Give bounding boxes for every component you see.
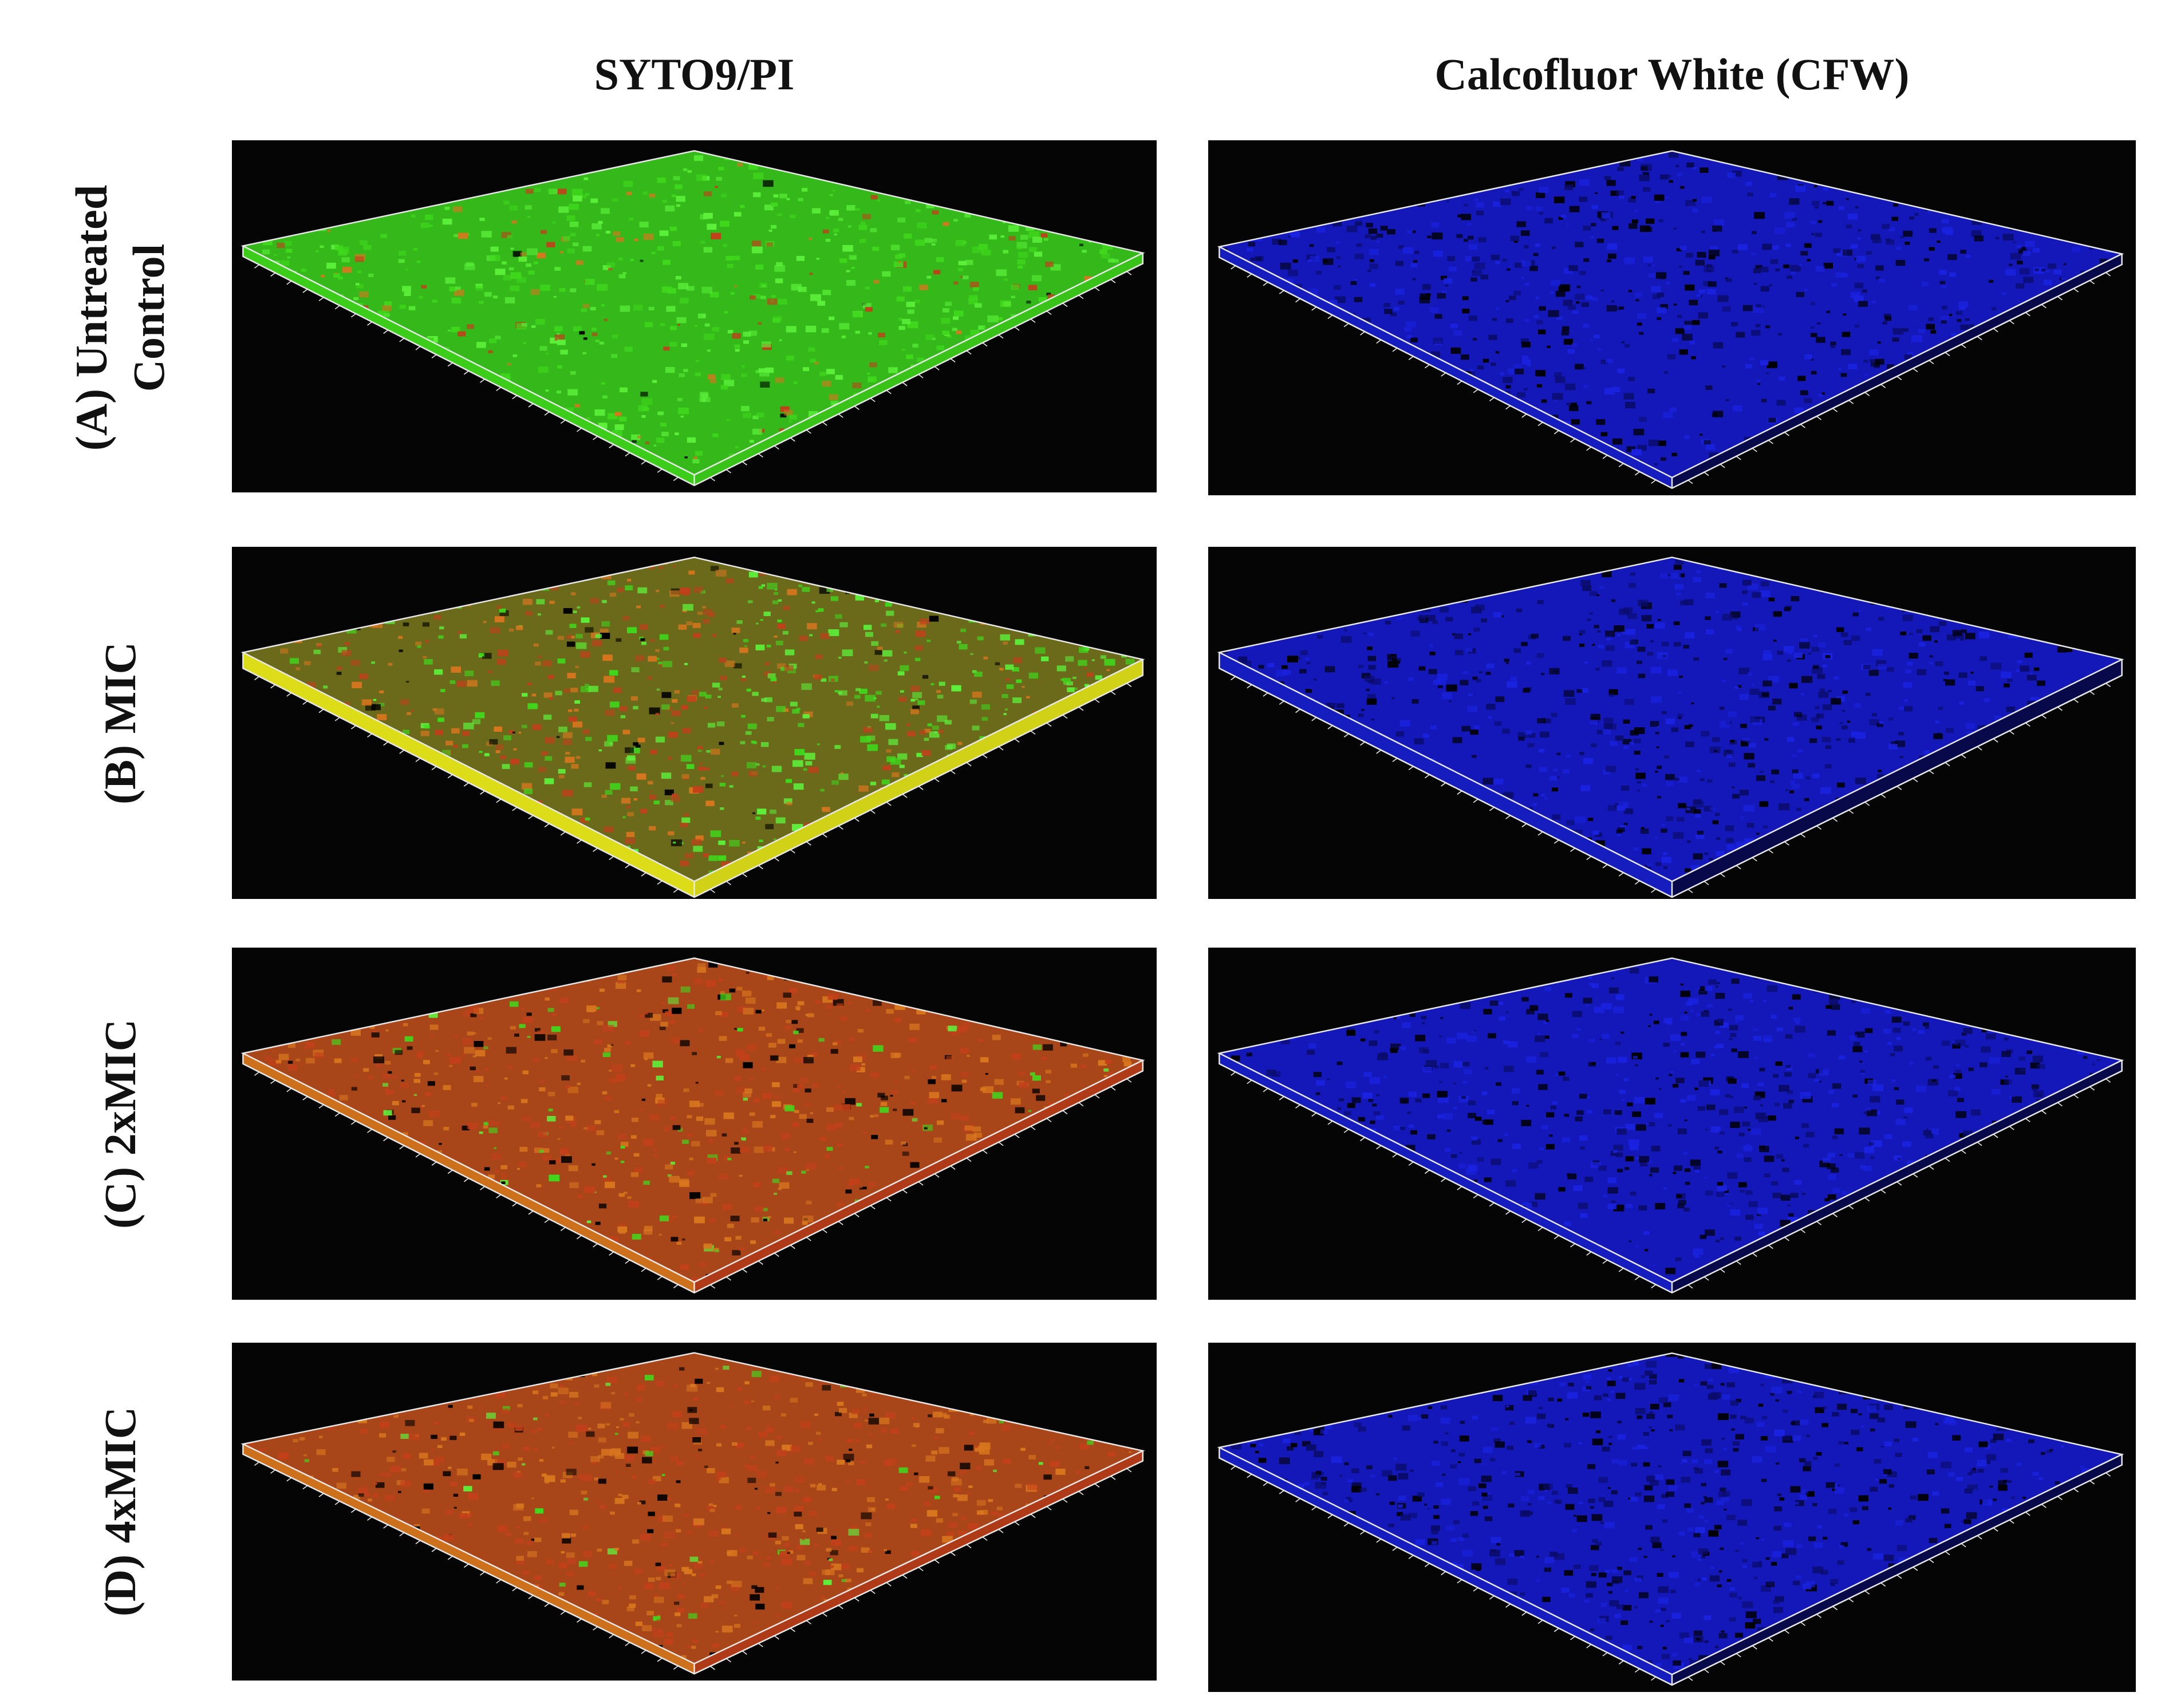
- panel-b-cfw: [1208, 547, 2136, 899]
- row-label-a: (A) Untreated Control: [46, 140, 195, 495]
- biofilm-slab: [240, 557, 1145, 898]
- biofilm-render-b-cfw: [1217, 557, 2124, 898]
- row-label-c-line1: (C) 2xMIC: [95, 1019, 145, 1229]
- biofilm-render-c-syto9: [240, 957, 1145, 1294]
- panel-c-syto9: [232, 948, 1157, 1300]
- biofilm-slab: [240, 150, 1145, 487]
- biofilm-render-a-syto9: [240, 150, 1145, 487]
- column-header-cfw: Calcofluor White (CFW): [1434, 49, 1910, 99]
- row-label-d-line1: (D) 4xMIC: [95, 1406, 145, 1617]
- panel-a-syto9: [232, 140, 1157, 492]
- panel-b-syto9: [232, 547, 1157, 899]
- biofilm-slab: [240, 957, 1145, 1294]
- biofilm-slab: [1217, 957, 2124, 1294]
- biofilm-slab: [1217, 557, 2124, 898]
- row-label-b: (B) MIC: [46, 547, 195, 899]
- row-label-b-line1: (B) MIC: [95, 641, 145, 804]
- biofilm-render-d-syto9: [240, 1352, 1145, 1675]
- panel-a-cfw: [1208, 140, 2136, 495]
- biofilm-render-b-syto9: [240, 557, 1145, 898]
- biofilm-render-c-cfw: [1217, 957, 2124, 1294]
- row-label-c: (C) 2xMIC: [46, 948, 195, 1300]
- biofilm-slab: [1217, 150, 2124, 489]
- row-label-a-line2: Control: [124, 243, 173, 392]
- biofilm-slab: [240, 1352, 1145, 1675]
- column-header-syto9: SYTO9/PI: [594, 49, 795, 99]
- biofilm-render-d-cfw: [1217, 1352, 2124, 1686]
- panel-d-syto9: [232, 1343, 1157, 1681]
- biofilm-slab: [1217, 1352, 2124, 1686]
- panel-d-cfw: [1208, 1343, 2136, 1692]
- row-label-d: (D) 4xMIC: [46, 1343, 195, 1681]
- panel-c-cfw: [1208, 948, 2136, 1300]
- row-label-a-line1: (A) Untreated: [66, 184, 116, 451]
- biofilm-render-a-cfw: [1217, 150, 2124, 489]
